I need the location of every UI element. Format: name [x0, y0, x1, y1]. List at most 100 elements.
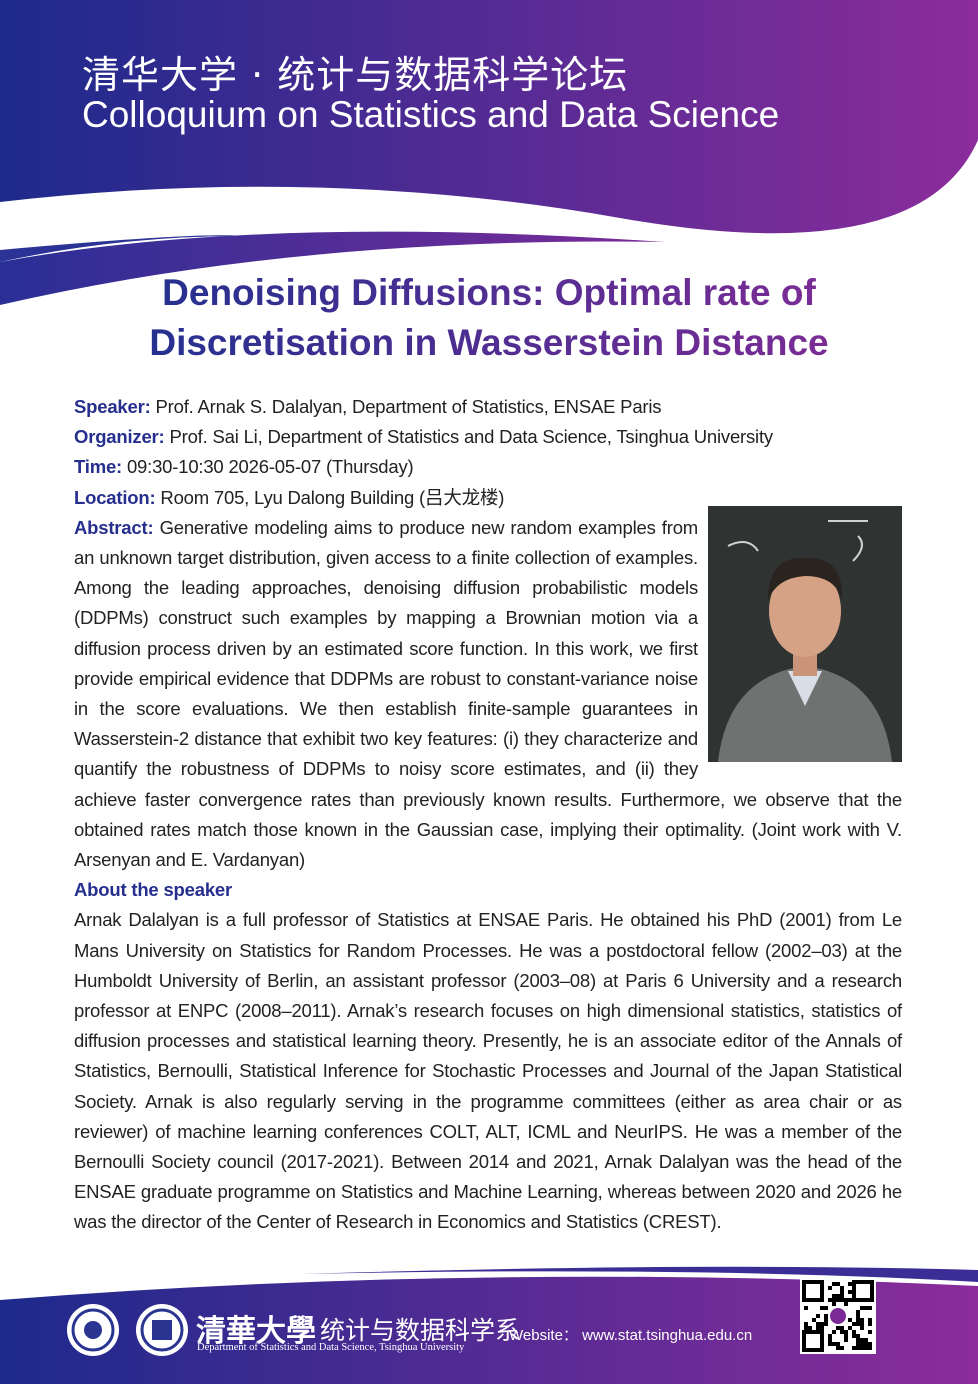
detail-label: Organizer:	[74, 426, 165, 448]
detail-value: Prof. Sai Li, Department of Statistics a…	[169, 426, 773, 448]
detail-label: Location:	[74, 486, 156, 508]
footer-accent	[300, 1266, 978, 1282]
qr-module	[848, 1326, 852, 1330]
content: Speaker: Prof. Arnak S. Dalalyan, Depart…	[74, 392, 902, 1238]
talk-title-line: Denoising Diffusions: Optimal rate of	[162, 272, 816, 313]
qr-module	[848, 1298, 852, 1302]
header-wave	[0, 140, 978, 400]
qr-module	[864, 1306, 868, 1310]
detail-value: Room 705, Lyu Dalong Building (吕大龙楼)	[160, 486, 505, 508]
qr-module	[848, 1290, 852, 1294]
qr-module	[844, 1338, 848, 1342]
talk-title-line: Discretisation in Wasserstein Distance	[149, 322, 829, 363]
qr-module	[840, 1294, 844, 1298]
logo-1	[67, 1304, 119, 1356]
qr-module	[860, 1306, 864, 1310]
qr-module	[868, 1342, 872, 1346]
qr-module	[836, 1342, 840, 1346]
header-accent	[0, 231, 665, 305]
department-en: Department of Statistics and Data Scienc…	[197, 1342, 465, 1353]
detail: Location: Room 705, Lyu Dalong Building …	[74, 483, 902, 513]
qr-module	[860, 1322, 864, 1326]
qr-module	[836, 1326, 840, 1330]
qr-module	[832, 1302, 836, 1306]
about-text: Arnak Dalalyan is a full professor of St…	[74, 909, 902, 1233]
qr-module	[856, 1322, 860, 1326]
qr-module	[840, 1346, 844, 1350]
qr-module	[836, 1294, 840, 1298]
qr-module	[868, 1306, 872, 1310]
speaker-photo	[708, 505, 902, 762]
qr-module	[868, 1322, 872, 1326]
qr-module	[860, 1342, 864, 1346]
header-accent-line	[0, 235, 240, 262]
about: About the speaker	[74, 875, 902, 905]
qr-module	[828, 1298, 832, 1302]
logo-2	[136, 1304, 188, 1356]
title-en: Colloquium on Statistics and Data Scienc…	[82, 94, 780, 135]
qr-module	[864, 1346, 868, 1350]
qr-module	[840, 1286, 844, 1290]
detail-value: 09:30-10:30 2026-05-07 (Thursday)	[126, 456, 414, 478]
detail-value: Prof. Arnak S. Dalalyan, Department of S…	[155, 396, 662, 417]
website-url: www.stat.tsinghua.edu.cn	[582, 1327, 753, 1344]
qr-module	[868, 1330, 872, 1334]
qr-module	[816, 1322, 820, 1326]
qr-module	[864, 1342, 868, 1346]
qr-module	[860, 1318, 864, 1322]
qr-module	[832, 1342, 836, 1346]
qr-module	[804, 1322, 808, 1326]
qr-module	[852, 1346, 856, 1350]
talk-title: Denoising Diffusions: Optimal rate of Di…	[0, 268, 978, 368]
qr-module	[836, 1298, 840, 1302]
qr-module	[852, 1322, 856, 1326]
qr-module	[828, 1286, 832, 1290]
qr-module	[824, 1314, 828, 1318]
qr-module	[868, 1318, 872, 1322]
detail-label: Speaker:	[74, 396, 151, 417]
abstract-label: Abstract:	[74, 516, 154, 538]
detail: Organizer: Prof. Sai Li, Department of S…	[74, 422, 902, 452]
website-label: Website：	[509, 1327, 578, 1344]
qr-module	[828, 1338, 832, 1342]
title-cn: 清华大学 · 统计与数据科学论坛	[82, 53, 629, 97]
qr-module	[836, 1282, 840, 1286]
qr-module	[844, 1334, 848, 1338]
qr-module	[820, 1326, 824, 1330]
qr-module	[832, 1298, 836, 1302]
qr-module	[812, 1318, 816, 1322]
detail-label: Time:	[74, 456, 123, 478]
abstract-text: Generative modeling aims to produce new …	[74, 516, 902, 871]
qr-module	[844, 1330, 848, 1334]
detail: Speaker: Prof. Arnak S. Dalalyan, Depart…	[74, 392, 902, 422]
qr-module	[820, 1306, 824, 1310]
qr-module	[824, 1322, 828, 1326]
footer-band	[0, 1276, 978, 1384]
qr-module	[856, 1342, 860, 1346]
qr-module	[828, 1342, 832, 1346]
qr-code	[800, 1278, 876, 1354]
qr-module	[832, 1282, 836, 1286]
about-heading: About the speaker	[74, 879, 232, 901]
qr-module	[840, 1298, 844, 1302]
qr-module	[860, 1326, 864, 1330]
qr-module	[824, 1318, 828, 1322]
qr-module	[840, 1326, 844, 1330]
department-cn: 统计与数据科学系	[320, 1316, 521, 1345]
qr-module	[856, 1318, 860, 1322]
qr-module	[844, 1298, 848, 1302]
qr-module	[848, 1282, 852, 1286]
abstract: Abstract: Generative modeling aims to pr…	[74, 513, 902, 875]
qr-module	[836, 1346, 840, 1350]
qr-module	[824, 1306, 828, 1310]
qr-module	[856, 1314, 860, 1318]
qr-module	[820, 1322, 824, 1326]
qr-module	[840, 1290, 844, 1294]
qr-module	[860, 1338, 864, 1342]
qr-module	[856, 1310, 860, 1314]
qr-module	[804, 1306, 808, 1310]
qr-module	[860, 1346, 864, 1350]
qr-module	[856, 1334, 860, 1338]
